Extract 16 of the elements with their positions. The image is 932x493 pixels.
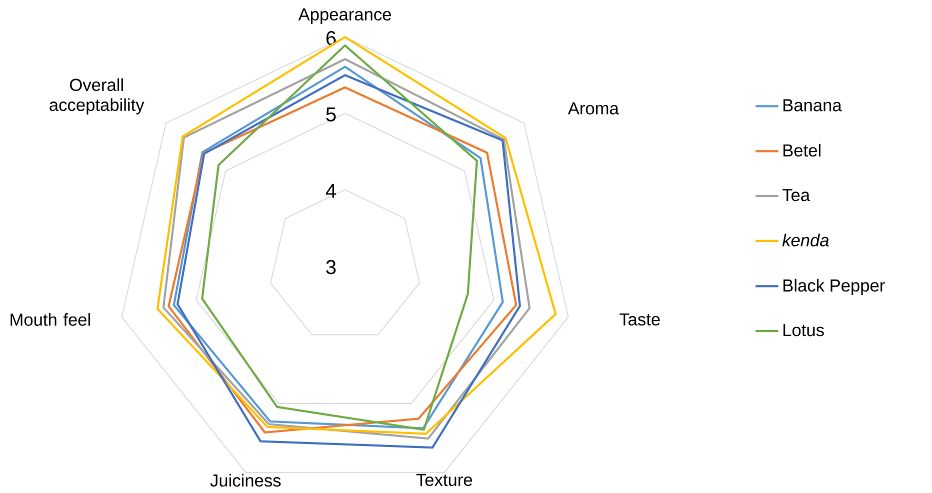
spoke-label: Aroma [568, 102, 619, 114]
legend-label: Banana [784, 99, 842, 112]
legend-label: kenda [782, 234, 829, 246]
y-tick-label: 3 [326, 260, 336, 274]
spoke-label: Taste [620, 313, 660, 326]
legend-label: Lotus [784, 324, 824, 336]
spoke-label: Texture [416, 474, 472, 486]
legend-label: Tea [782, 189, 810, 202]
spoke-label: Overall acceptability [50, 78, 144, 114]
y-tick-label: 5 [326, 107, 336, 122]
legend-label: Black Pepper [784, 278, 885, 296]
y-tick-label: 4 [326, 184, 336, 198]
spoke-label: Mouth feel [10, 313, 90, 326]
legend-label: Betel [784, 144, 820, 157]
spoke-label: Juiciness [210, 474, 281, 487]
spoke-label: Appearance [298, 8, 391, 24]
